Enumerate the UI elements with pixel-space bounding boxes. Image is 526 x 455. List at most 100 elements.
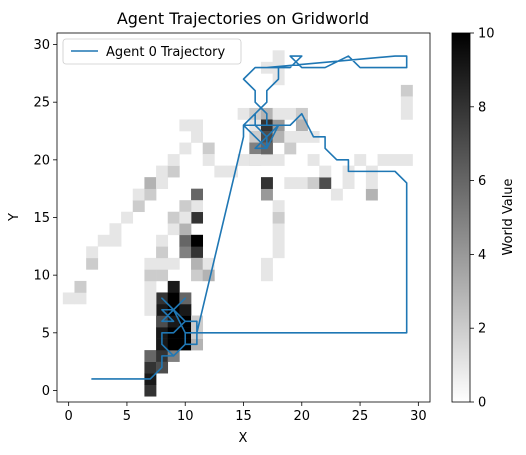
- heatmap-cell: [272, 50, 285, 63]
- heatmap-cell: [179, 119, 192, 132]
- heatmap-cell: [132, 200, 145, 213]
- heatmap-cell: [272, 223, 285, 236]
- y-tick-label: 5: [42, 326, 50, 341]
- colorbar-label: World Value: [501, 178, 516, 255]
- heatmap-cell: [365, 177, 378, 189]
- heatmap-cell: [272, 211, 285, 224]
- heatmap-cell: [156, 234, 169, 247]
- heatmap-cell: [167, 280, 180, 293]
- y-tick-label: 20: [33, 153, 50, 168]
- x-tick-label: 25: [352, 409, 369, 424]
- heatmap-cell: [295, 131, 308, 143]
- colorbar-tick-label: 0: [478, 396, 486, 411]
- heatmap-cell: [179, 303, 192, 316]
- y-axis-ticks: 0 5 10 15 20 25 30: [33, 38, 57, 399]
- heatmap-cell: [307, 177, 320, 189]
- heatmap-cell: [144, 350, 157, 362]
- heatmap-cell: [191, 119, 204, 132]
- y-axis-label: Y: [7, 213, 22, 222]
- heatmap-cell: [202, 269, 215, 282]
- heatmap-cell: [144, 303, 157, 316]
- heatmap-cell: [144, 269, 157, 282]
- x-tick-label: 5: [123, 409, 131, 424]
- trajectory-line: [91, 55, 408, 380]
- x-tick-label: 30: [410, 409, 427, 424]
- legend-box: [62, 38, 242, 65]
- colorbar-gradient: [451, 32, 471, 403]
- colorbar: 0 2 4 6 8 10 World Value: [451, 27, 516, 411]
- heatmap-cell: [260, 154, 273, 166]
- heatmap-cell: [226, 165, 238, 178]
- heatmap-cell: [202, 257, 215, 270]
- heatmap-cell: [167, 154, 180, 166]
- heatmap-cell: [109, 234, 122, 247]
- heatmap-cell: [284, 177, 297, 189]
- heatmap-cell: [191, 257, 204, 270]
- heatmap-cell: [86, 246, 99, 259]
- heatmap-cell: [167, 165, 180, 178]
- x-tick-label: 15: [235, 409, 252, 424]
- heatmap-cell: [191, 269, 204, 282]
- x-axis-label: X: [239, 431, 248, 446]
- heatmap-cell: [179, 142, 192, 155]
- trajectory-layer: [91, 55, 408, 380]
- heatmap-cell: [377, 154, 390, 166]
- heatmap-cell: [319, 165, 332, 178]
- heatmap-cell: [295, 119, 308, 132]
- heatmap-cell: [284, 131, 297, 143]
- heatmap-cell: [144, 177, 157, 189]
- colorbar-tick-label: 4: [478, 248, 486, 263]
- colorbar-tick-label: 10: [478, 27, 495, 42]
- y-tick-label: 10: [33, 269, 50, 284]
- heatmap-cell: [260, 177, 273, 189]
- heatmap-cell: [260, 257, 273, 270]
- heatmap-cell: [97, 234, 110, 247]
- heatmap-cell: [260, 269, 273, 282]
- heatmap-cell: [144, 188, 157, 201]
- heatmap-cell: [179, 246, 192, 259]
- heatmap-cell: [272, 234, 285, 247]
- heatmap-cell: [237, 154, 250, 166]
- heatmap-cell: [156, 257, 169, 270]
- heatmap-cell: [319, 177, 332, 189]
- y-tick-label: 0: [42, 384, 50, 399]
- heatmap-cell: [249, 154, 262, 166]
- heatmap-cell: [156, 165, 169, 178]
- heatmap-cell: [144, 292, 157, 305]
- heatmap-cell: [330, 188, 343, 201]
- heatmap-cell: [272, 246, 285, 259]
- heatmap-cell: [86, 257, 99, 270]
- heatmap-cell: [272, 131, 285, 143]
- heatmap-cell: [214, 165, 227, 178]
- heatmap-cell: [191, 200, 204, 213]
- colorbar-tick-label: 2: [478, 322, 486, 337]
- heatmap-cell: [62, 292, 75, 305]
- heatmap-cell: [74, 280, 87, 293]
- heatmap-cell: [144, 384, 157, 397]
- colorbar-ticks: 0 2 4 6 8 10: [470, 27, 495, 411]
- y-tick-label: 30: [33, 38, 50, 53]
- heatmap-cell: [272, 107, 285, 120]
- x-axis-ticks: 0 5 10 15 20 25 30: [65, 402, 427, 424]
- heatmap-cell: [144, 280, 157, 293]
- heatmap-cell: [400, 84, 413, 97]
- heatmap-cell: [400, 154, 413, 166]
- y-tick-label: 15: [33, 211, 50, 226]
- heatmap-cell: [295, 177, 308, 189]
- heatmap-cell: [307, 154, 320, 166]
- heatmap-cell: [179, 200, 192, 213]
- heatmap-cell: [156, 246, 169, 259]
- colorbar-tick-label: 6: [478, 174, 486, 189]
- heatmap-cell: [400, 107, 413, 120]
- heatmap-cell: [156, 177, 169, 189]
- heatmap-cell: [272, 154, 285, 166]
- heatmap-cell: [179, 211, 192, 224]
- heatmap-cell: [272, 200, 285, 213]
- y-tick-label: 25: [33, 96, 50, 111]
- heatmap-cell: [132, 188, 145, 201]
- x-tick-label: 10: [177, 409, 194, 424]
- heatmap-cell: [400, 96, 413, 109]
- heatmap-cell: [144, 257, 157, 270]
- plot-background: [57, 33, 430, 402]
